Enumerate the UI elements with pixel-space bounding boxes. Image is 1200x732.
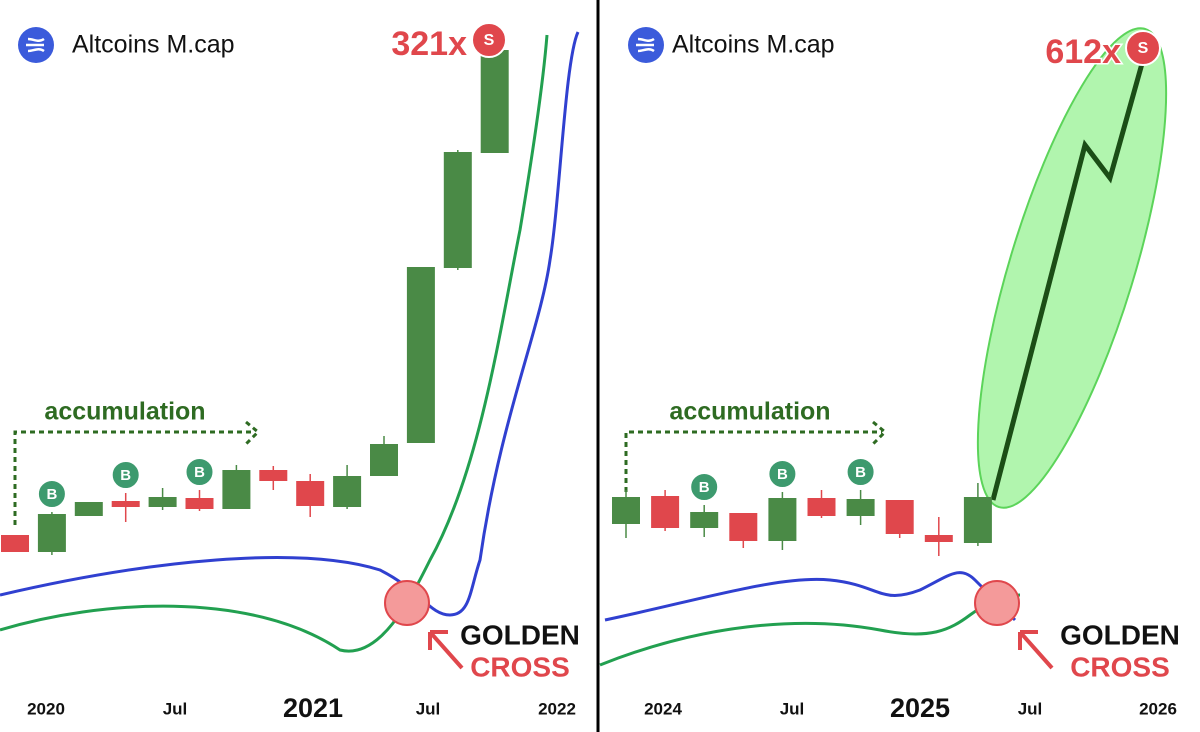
cross-marker — [384, 580, 430, 626]
x-tick-label: Jul — [1018, 699, 1043, 718]
sell-label: S — [484, 32, 495, 49]
candle-body — [37, 514, 66, 552]
buy-marker — [110, 460, 141, 490]
multiplier: 612x — [1045, 33, 1121, 71]
buy-label: B — [855, 464, 866, 481]
buy-marker — [689, 472, 720, 502]
sell-label: S — [1138, 40, 1149, 57]
cross-label: CROSS — [1070, 651, 1170, 682]
candle-body — [924, 535, 953, 542]
candle-body — [443, 152, 472, 268]
candle-body — [296, 481, 325, 506]
x-tick-label: 2020 — [27, 699, 65, 718]
x-tick-label: 2021 — [283, 693, 343, 723]
candle-body — [370, 444, 398, 476]
candle-body — [612, 497, 640, 524]
annotation: accumulation — [669, 398, 830, 426]
cross-label: GOLDEN — [460, 619, 580, 650]
candle-body — [406, 267, 435, 443]
candle-body — [1, 535, 29, 552]
x-tick-label: Jul — [416, 699, 441, 718]
candle-body — [111, 501, 140, 507]
cross-label: CROSS — [470, 651, 570, 682]
candle-body — [259, 470, 288, 481]
candle-body — [846, 499, 875, 516]
candle-body — [729, 513, 758, 541]
x-tick-label: 2025 — [890, 693, 950, 723]
candle-body — [480, 50, 509, 153]
accumulation-arrow — [624, 420, 888, 492]
chart-title: Altcoins M.cap — [672, 31, 835, 59]
buy-label: B — [46, 486, 57, 503]
buy-label: B — [194, 464, 205, 481]
candle-body — [651, 496, 680, 528]
candle-body — [185, 498, 214, 509]
buy-marker — [36, 479, 67, 509]
candle-body — [222, 470, 251, 509]
sell-marker — [1125, 30, 1161, 66]
logo — [18, 27, 664, 63]
buy-marker — [845, 457, 876, 487]
cross-arrow — [428, 630, 464, 670]
candle-body — [333, 476, 362, 507]
candle-body — [690, 512, 719, 528]
ma-line — [0, 31, 580, 617]
cross-marker — [974, 580, 1020, 626]
buy-label: B — [777, 466, 788, 483]
candle-body — [807, 498, 836, 516]
candle-body — [148, 497, 177, 507]
candle-body — [885, 500, 914, 534]
chart-title: Altcoins M.cap — [72, 31, 235, 59]
x-tick-label: 2026 — [1139, 699, 1177, 718]
ma-line — [0, 34, 549, 653]
projection-line — [990, 59, 1146, 501]
ma-line — [604, 571, 1017, 622]
buy-label: B — [120, 467, 131, 484]
buy-marker — [767, 459, 798, 489]
accumulation-arrow — [13, 420, 261, 525]
x-tick-label: 2022 — [538, 699, 576, 718]
candle-body — [963, 497, 992, 543]
x-tick-label: Jul — [163, 699, 188, 718]
candle-body — [768, 498, 797, 541]
multiplier: 321x — [391, 25, 467, 63]
candle-body — [74, 502, 103, 516]
cross-label: GOLDEN — [1060, 619, 1180, 650]
x-tick-label: 2024 — [644, 699, 682, 718]
x-tick-label: Jul — [780, 699, 805, 718]
buy-label: B — [699, 479, 710, 496]
annotation: accumulation — [44, 398, 205, 426]
cross-arrow — [1018, 630, 1054, 670]
buy-marker — [184, 457, 215, 487]
sell-marker — [471, 22, 507, 58]
